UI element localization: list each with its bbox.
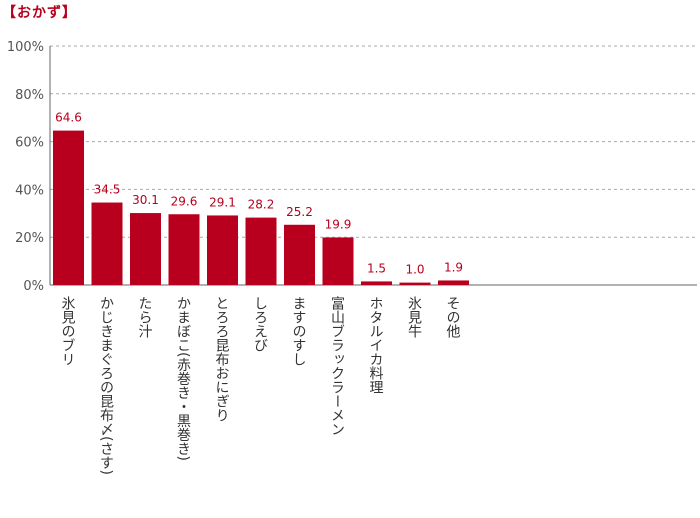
bar — [91, 202, 123, 285]
category-label: ホタルイカ料理 — [368, 296, 384, 394]
data-label: 29.6 — [171, 194, 198, 208]
y-tick-label: 0% — [23, 279, 44, 294]
data-labels: 64.6 34.5 30.1 29.6 29.1 28.2 25.2 19.9 1.5 1.0 1.… — [55, 111, 463, 277]
bar — [53, 130, 84, 285]
y-tick-label: 40% — [15, 183, 44, 198]
bar — [322, 237, 354, 285]
category-label: とろろ昆布おにぎり — [214, 296, 230, 422]
data-label: 29.1 — [209, 195, 236, 209]
data-label: 28.2 — [248, 198, 275, 212]
gridlines — [50, 45, 697, 238]
category-label: たら汁 — [137, 296, 153, 338]
bar — [399, 282, 431, 285]
category-label: その他 — [445, 296, 461, 339]
bar — [207, 215, 238, 285]
bar — [130, 213, 161, 285]
y-tick-label: 80% — [15, 88, 44, 103]
y-axis-ticks: 0% 20% 40% 60% 80% 100% — [7, 40, 44, 294]
category-label: かじきまぐろの昆布〆(さす) — [98, 296, 114, 475]
data-label: 1.9 — [444, 260, 463, 274]
bar — [438, 280, 469, 285]
category-label: ますのすし — [291, 296, 307, 366]
bar — [245, 217, 277, 285]
data-label: 1.5 — [367, 261, 386, 275]
category-label: 氷見のブリ — [60, 296, 76, 366]
category-label: 氷見牛 — [406, 296, 422, 338]
data-label: 25.2 — [286, 205, 313, 219]
chart-title: 【おかず】 — [2, 5, 77, 21]
data-label: 64.6 — [55, 111, 82, 125]
bar — [168, 214, 200, 285]
y-tick-label: 20% — [15, 231, 44, 246]
bar — [284, 224, 315, 285]
data-label: 34.5 — [94, 183, 121, 197]
bars — [53, 130, 469, 285]
data-label: 19.9 — [325, 217, 352, 231]
category-label: かまぼこ(赤巻き・黒巻き) — [175, 296, 191, 461]
category-label: しろえび — [252, 296, 268, 352]
category-labels: 氷見のブリ かじきまぐろの昆布〆(さす) たら汁 かまぼこ(赤巻き・黒巻き) とろろ昆布… — [60, 295, 461, 475]
y-tick-label: 100% — [7, 40, 44, 55]
data-label: 30.1 — [132, 193, 159, 207]
y-tick-label: 60% — [15, 136, 44, 151]
data-label: 1.0 — [405, 263, 424, 277]
bar — [361, 281, 392, 285]
category-label: 富山ブラックラーメン — [329, 295, 345, 436]
